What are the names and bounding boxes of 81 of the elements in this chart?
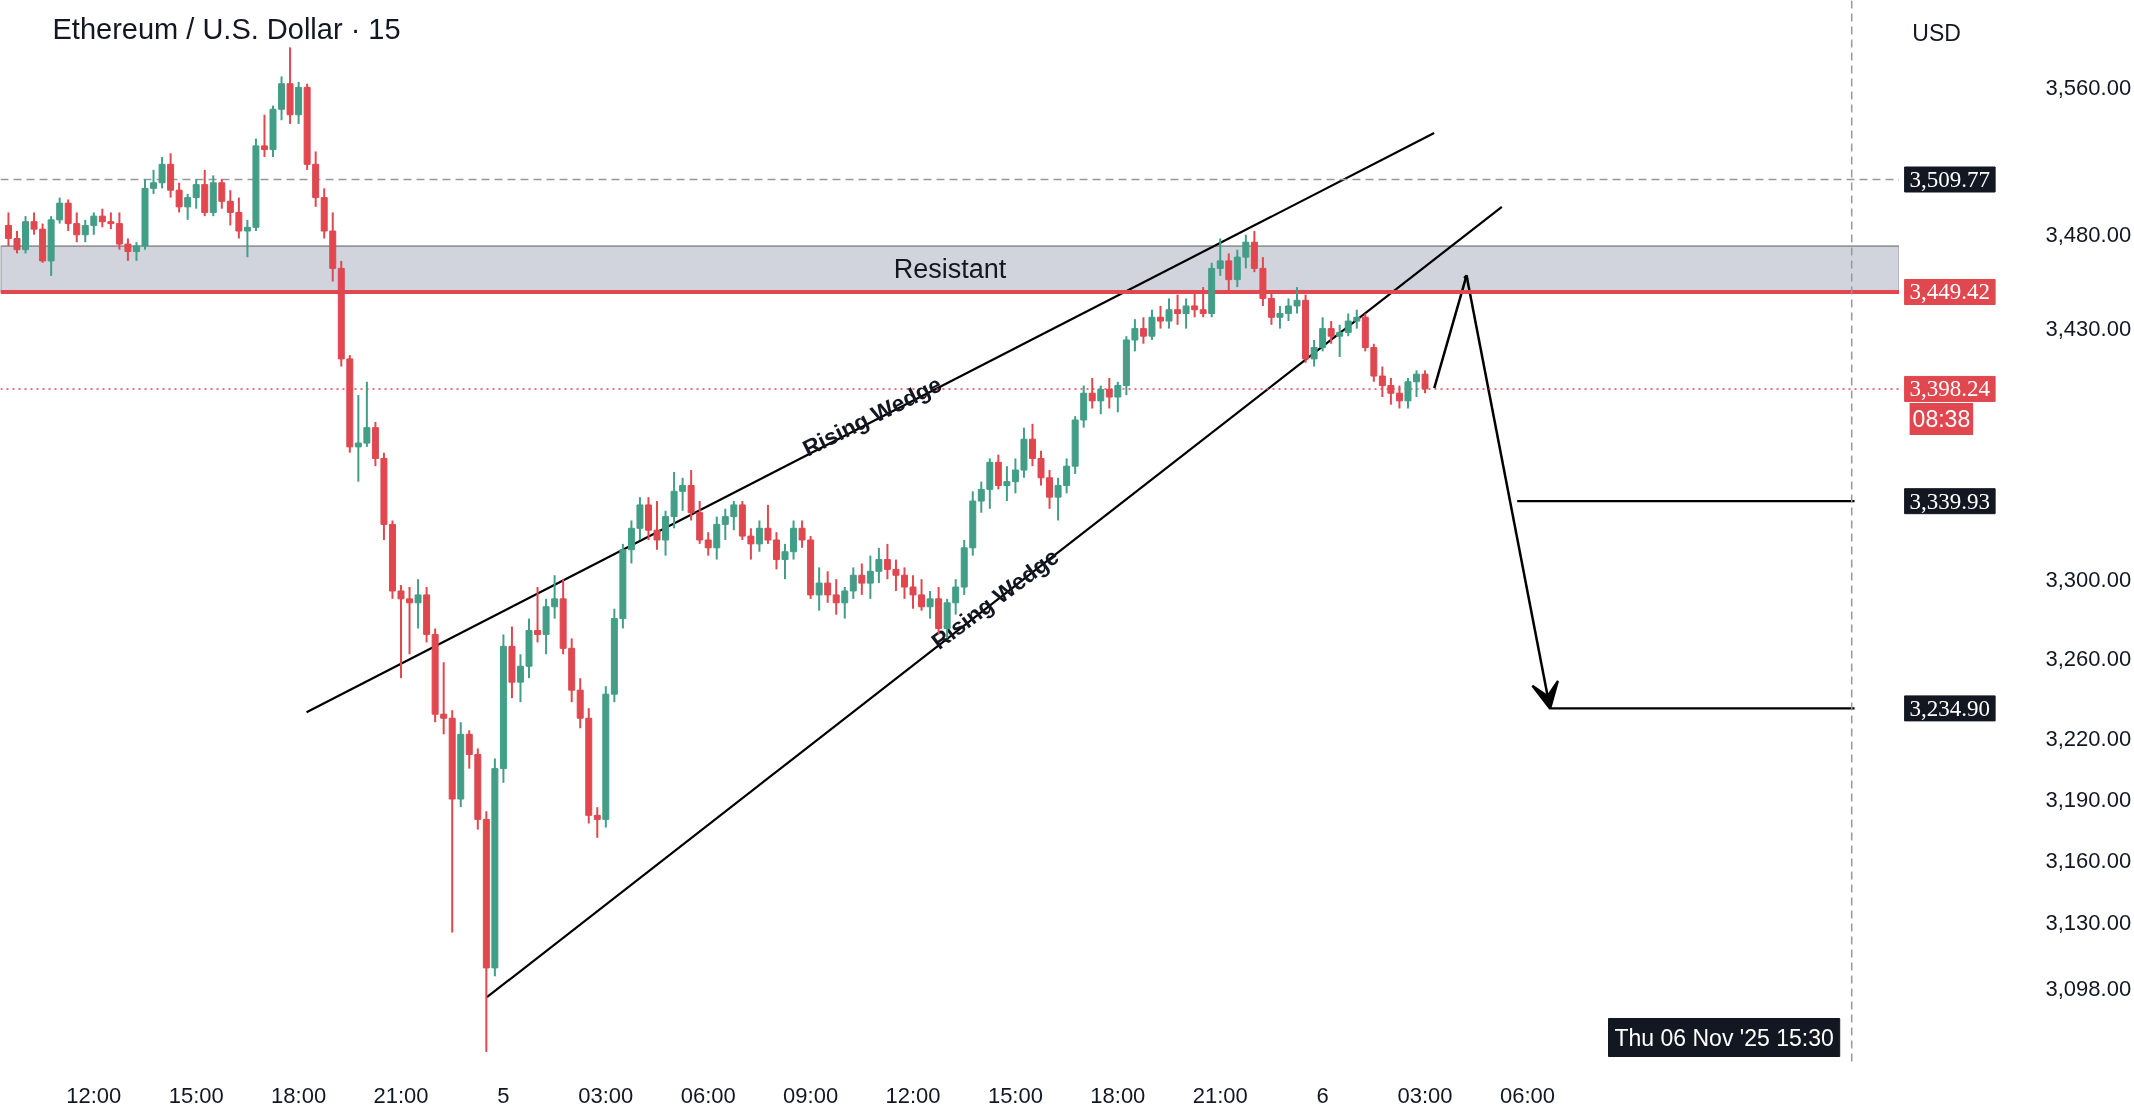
candlestick xyxy=(1242,233,1250,270)
candlestick xyxy=(184,192,192,221)
candlestick xyxy=(1097,384,1105,416)
candlestick xyxy=(858,562,866,596)
candlestick xyxy=(363,380,371,448)
y-tick-label: 3,160.00 xyxy=(2045,847,2132,873)
band-label: Resistant xyxy=(893,253,1007,284)
candlestick xyxy=(1336,323,1344,359)
text: 3,234.90 xyxy=(1909,695,1991,721)
candlestick xyxy=(1157,304,1164,330)
candlestick xyxy=(1353,308,1361,330)
ref-line-label: 3,398.24 xyxy=(1909,376,1991,402)
x-tick-label: 03:00 xyxy=(578,1082,634,1108)
candlestick xyxy=(414,578,422,630)
candlestick xyxy=(440,661,448,736)
candlestick xyxy=(354,394,362,483)
x-tick-label: 12:00 xyxy=(885,1082,941,1108)
x-tick-label: 18:00 xyxy=(1090,1082,1146,1108)
candlestick xyxy=(1114,380,1122,414)
candlestick xyxy=(781,542,789,581)
candlestick xyxy=(218,178,226,210)
candlestick xyxy=(243,218,251,259)
y-tick-label: 3,430.00 xyxy=(2045,316,2132,342)
y-tick-label: 3,560.00 xyxy=(2045,74,2132,100)
candlestick xyxy=(832,578,840,616)
x-tick-label: 12:00 xyxy=(66,1082,122,1108)
candlestick xyxy=(1003,465,1011,503)
candlestick xyxy=(516,653,524,704)
candlestick xyxy=(1148,308,1156,341)
x-tick-label: 18:00 xyxy=(271,1082,327,1108)
candlestick xyxy=(192,178,200,210)
chart-title: Ethereum / U.S. Dollar · 15 xyxy=(52,12,401,45)
candlestick xyxy=(260,113,268,158)
candlestick xyxy=(1165,297,1173,330)
candlestick xyxy=(1182,297,1190,330)
y-tick-label: 3,260.00 xyxy=(2045,645,2132,671)
text: USD xyxy=(1912,19,1961,46)
x-tick-label: 03:00 xyxy=(1397,1082,1453,1108)
x-tick-label: 06:00 xyxy=(680,1082,736,1108)
candlestick xyxy=(1413,369,1420,399)
candlestick xyxy=(994,453,1002,491)
candlestick xyxy=(30,211,38,236)
y-tick-label: 3,220.00 xyxy=(2045,725,2132,751)
x-tick-label: 09:00 xyxy=(783,1082,839,1108)
y-tick-label: 3,130.00 xyxy=(2045,909,2132,935)
candlestick xyxy=(1216,237,1224,277)
y-tick-label: 3,300.00 xyxy=(2045,566,2132,592)
x-tick-label: 21:00 xyxy=(373,1082,429,1108)
candlestick xyxy=(534,586,542,644)
candlestick xyxy=(593,806,601,839)
x-tick-label: 5 xyxy=(497,1082,510,1108)
text: 3,339.93 xyxy=(1909,488,1991,514)
candlestick xyxy=(790,519,798,561)
candlestick xyxy=(841,586,849,620)
candlestick xyxy=(1404,376,1412,410)
candlestick xyxy=(704,531,712,557)
candlestick xyxy=(1344,312,1352,338)
ref-line-label: 3,449.42 xyxy=(1909,279,1991,305)
ref-line-label: Thu 06 Nov '25 15:30 xyxy=(1614,1024,1834,1051)
x-tick-label: 15:00 xyxy=(168,1082,224,1108)
candlestick xyxy=(1233,248,1241,289)
x-tick-label: 15:00 xyxy=(987,1082,1043,1108)
x-tick-label: 6 xyxy=(1316,1082,1329,1108)
y-tick-label: 3,098.00 xyxy=(2045,976,2132,1002)
y-tick-label: 3,190.00 xyxy=(2045,786,2132,812)
candlestick xyxy=(713,515,721,561)
candlestick xyxy=(824,570,832,604)
y-tick-label: 3,480.00 xyxy=(2045,222,2132,248)
x-tick-label: 06:00 xyxy=(1499,1082,1555,1108)
text: 08:38 xyxy=(1912,405,1971,432)
ref-line-label: 3,509.77 xyxy=(1909,167,1991,193)
candlestick xyxy=(551,574,559,620)
candlestick xyxy=(1327,320,1335,345)
candlestick xyxy=(849,566,857,600)
candlestick xyxy=(755,519,763,553)
candlestick xyxy=(815,566,823,612)
candlestick xyxy=(627,519,635,565)
candlestick xyxy=(636,496,644,541)
candlestick xyxy=(1139,316,1147,345)
candlestick xyxy=(56,196,64,225)
x-tick-label: 21:00 xyxy=(1192,1082,1248,1108)
